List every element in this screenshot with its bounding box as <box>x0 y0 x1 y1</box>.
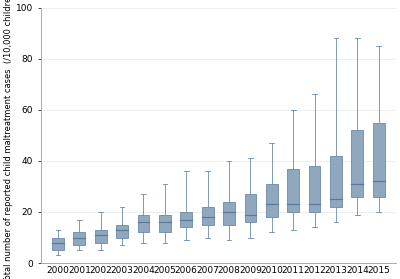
Bar <box>74 232 85 245</box>
Bar <box>287 169 299 212</box>
Bar <box>52 237 64 250</box>
Bar <box>373 122 385 197</box>
Bar <box>244 194 256 222</box>
Bar <box>223 202 235 225</box>
Bar <box>180 212 192 227</box>
Bar <box>138 215 149 232</box>
Bar <box>116 225 128 237</box>
Y-axis label: Total number of reported child maltreatment cases  (/10,000 children): Total number of reported child maltreatm… <box>4 0 13 279</box>
Bar <box>266 184 278 217</box>
Bar <box>352 130 363 197</box>
Bar <box>202 207 214 225</box>
Bar <box>159 215 171 232</box>
Bar <box>330 156 342 207</box>
Bar <box>95 230 106 243</box>
Bar <box>309 166 320 212</box>
